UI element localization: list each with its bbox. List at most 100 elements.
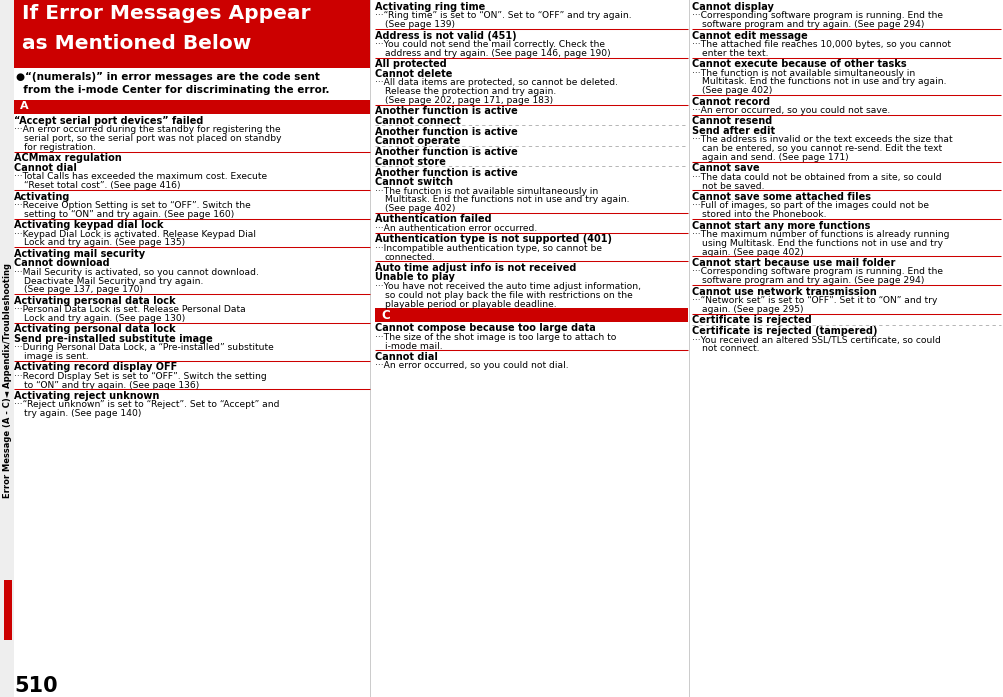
Text: ···An error occurred during the standby for registering the: ···An error occurred during the standby …	[14, 125, 281, 135]
Text: Activating mail security: Activating mail security	[14, 249, 145, 259]
Text: ···Record Display Set is set to “OFF”. Switch the setting: ···Record Display Set is set to “OFF”. S…	[14, 372, 267, 381]
Text: stored into the Phonebook.: stored into the Phonebook.	[701, 210, 825, 219]
Text: Cannot switch: Cannot switch	[375, 177, 452, 187]
Bar	[0, 0, 14, 697]
Text: ···Corresponding software program is running. End the: ···Corresponding software program is run…	[691, 268, 942, 277]
Text: Activating record display OFF: Activating record display OFF	[14, 362, 178, 372]
Bar	[14, 100, 370, 114]
Text: Another function is active: Another function is active	[375, 127, 518, 137]
Text: again. (See page 295): again. (See page 295)	[701, 305, 802, 314]
Text: to “ON” and try again. (See page 136): to “ON” and try again. (See page 136)	[24, 381, 199, 390]
Text: for registration.: for registration.	[24, 143, 95, 152]
Text: playable period or playable deadline.: playable period or playable deadline.	[384, 300, 556, 309]
Text: Activating keypad dial lock: Activating keypad dial lock	[14, 220, 163, 230]
Text: ···The data could not be obtained from a site, so could: ···The data could not be obtained from a…	[691, 173, 941, 182]
Text: Activating personal data lock: Activating personal data lock	[14, 296, 176, 305]
Text: ···The function is not available simultaneously in: ···The function is not available simulta…	[691, 69, 915, 77]
Text: ···Corresponding software program is running. End the: ···Corresponding software program is run…	[691, 11, 942, 20]
Text: Cannot operate: Cannot operate	[375, 136, 460, 146]
Text: “Reset total cost”. (See page 416): “Reset total cost”. (See page 416)	[24, 181, 181, 190]
Text: Deactivate Mail Security and try again.: Deactivate Mail Security and try again.	[24, 277, 204, 286]
Text: Multitask. End the functions not in use and try again.: Multitask. End the functions not in use …	[384, 195, 629, 204]
Text: from the i-mode Center for discriminating the error.: from the i-mode Center for discriminatin…	[16, 85, 329, 95]
Text: ···You received an altered SSL/TLS certificate, so could: ···You received an altered SSL/TLS certi…	[691, 335, 940, 344]
Text: ···The function is not available simultaneously in: ···The function is not available simulta…	[375, 187, 598, 196]
Text: Activating reject unknown: Activating reject unknown	[14, 391, 159, 401]
Text: Send pre-installed substitute image: Send pre-installed substitute image	[14, 334, 213, 344]
Text: (See page 202, page 171, page 183): (See page 202, page 171, page 183)	[384, 95, 553, 105]
Bar	[375, 308, 687, 322]
Text: Multitask. End the functions not in use and try again.: Multitask. End the functions not in use …	[701, 77, 946, 86]
Text: Address is not valid (451): Address is not valid (451)	[375, 31, 517, 40]
Text: not connect.: not connect.	[701, 344, 758, 353]
Text: serial port, so the serial port was not placed on standby: serial port, so the serial port was not …	[24, 135, 281, 144]
Text: Cannot store: Cannot store	[375, 157, 445, 167]
Text: Authentication failed: Authentication failed	[375, 215, 491, 224]
Text: ···An authentication error occurred.: ···An authentication error occurred.	[375, 224, 537, 233]
Text: (See page 402): (See page 402)	[701, 86, 771, 95]
Text: as Mentioned Below: as Mentioned Below	[22, 34, 251, 53]
Text: not be saved.: not be saved.	[701, 182, 763, 190]
Text: ···“Ring time” is set to “ON”. Set to “OFF” and try again.: ···“Ring time” is set to “ON”. Set to “O…	[375, 11, 631, 20]
Text: using Multitask. End the functions not in use and try: using Multitask. End the functions not i…	[701, 239, 942, 248]
Text: ···You could not send the mail correctly. Check the: ···You could not send the mail correctly…	[375, 40, 605, 49]
Text: ●“(numerals)” in error messages are the code sent: ●“(numerals)” in error messages are the …	[16, 72, 320, 82]
Text: ···Total Calls has exceeded the maximum cost. Execute: ···Total Calls has exceeded the maximum …	[14, 172, 267, 181]
Text: ···Incompatible authentication type, so cannot be: ···Incompatible authentication type, so …	[375, 244, 602, 253]
Text: Error Message (A - C)◄ Appendix/Troubleshooting: Error Message (A - C)◄ Appendix/Troubles…	[3, 263, 12, 498]
Text: Lock and try again. (See page 135): Lock and try again. (See page 135)	[24, 238, 185, 247]
Text: ···An error occurred, so you could not save.: ···An error occurred, so you could not s…	[691, 106, 890, 115]
Text: Certificate is rejected: Certificate is rejected	[691, 315, 811, 325]
Text: Send after edit: Send after edit	[691, 126, 774, 136]
Text: ···“Network set” is set to “OFF”. Set it to “ON” and try: ···“Network set” is set to “OFF”. Set it…	[691, 296, 937, 305]
Text: A: A	[20, 101, 29, 111]
Text: Cannot compose because too large data: Cannot compose because too large data	[375, 323, 595, 333]
Text: Release the protection and try again.: Release the protection and try again.	[384, 87, 556, 96]
Text: (See page 137, page 170): (See page 137, page 170)	[24, 285, 142, 294]
Text: “Accept serial port devices” failed: “Accept serial port devices” failed	[14, 116, 204, 126]
Text: ···The address is invalid or the text exceeds the size that: ···The address is invalid or the text ex…	[691, 135, 952, 144]
Text: ···The attached file reaches 10,000 bytes, so you cannot: ···The attached file reaches 10,000 byte…	[691, 40, 950, 49]
Text: ···All data items are protected, so cannot be deleted.: ···All data items are protected, so cann…	[375, 78, 618, 87]
Text: ACMmax regulation: ACMmax regulation	[14, 153, 121, 163]
Text: Cannot resend: Cannot resend	[691, 116, 771, 126]
Text: Authentication type is not supported (401): Authentication type is not supported (40…	[375, 234, 612, 245]
Text: (See page 139): (See page 139)	[384, 20, 454, 29]
Text: All protected: All protected	[375, 59, 446, 69]
Text: ···Receive Option Setting is set to “OFF”. Switch the: ···Receive Option Setting is set to “OFF…	[14, 201, 251, 210]
Text: can be entered, so you cannot re-send. Edit the text: can be entered, so you cannot re-send. E…	[701, 144, 941, 153]
Text: Cannot record: Cannot record	[691, 97, 769, 107]
Text: Activating personal data lock: Activating personal data lock	[14, 324, 176, 334]
Text: Cannot download: Cannot download	[14, 258, 109, 268]
Text: ···During Personal Data Lock, a “Pre-installed” substitute: ···During Personal Data Lock, a “Pre-ins…	[14, 343, 274, 352]
Text: try again. (See page 140): try again. (See page 140)	[24, 409, 141, 418]
Text: ···Mail Security is activated, so you cannot download.: ···Mail Security is activated, so you ca…	[14, 268, 259, 277]
Text: Cannot connect: Cannot connect	[375, 116, 460, 125]
Text: Cannot dial: Cannot dial	[375, 352, 437, 362]
Text: i-mode mail.: i-mode mail.	[384, 342, 442, 351]
Text: software program and try again. (See page 294): software program and try again. (See pag…	[701, 20, 924, 29]
Text: Cannot save some attached files: Cannot save some attached files	[691, 192, 871, 202]
Text: enter the text.: enter the text.	[701, 49, 767, 58]
Text: Another function is active: Another function is active	[375, 147, 518, 157]
Text: ···The size of the shot image is too large to attach to: ···The size of the shot image is too lar…	[375, 332, 616, 342]
Text: ···“Reject unknown” is set to “Reject”. Set to “Accept” and: ···“Reject unknown” is set to “Reject”. …	[14, 400, 279, 409]
Text: so could not play back the file with restrictions on the: so could not play back the file with res…	[384, 291, 632, 300]
Text: Another function is active: Another function is active	[375, 167, 518, 178]
Text: ···An error occurred, so you could not dial.: ···An error occurred, so you could not d…	[375, 362, 568, 370]
Text: address and try again. (See page 146, page 190): address and try again. (See page 146, pa…	[384, 49, 610, 58]
Text: Cannot delete: Cannot delete	[375, 69, 452, 79]
Text: Lock and try again. (See page 130): Lock and try again. (See page 130)	[24, 314, 186, 323]
Text: ···Personal Data Lock is set. Release Personal Data: ···Personal Data Lock is set. Release Pe…	[14, 305, 246, 314]
Text: ···The maximum number of functions is already running: ···The maximum number of functions is al…	[691, 230, 949, 239]
Text: Cannot save: Cannot save	[691, 163, 759, 174]
Text: C: C	[380, 309, 389, 322]
Text: image is sent.: image is sent.	[24, 352, 88, 361]
Text: Activating: Activating	[14, 192, 70, 201]
Text: Cannot execute because of other tasks: Cannot execute because of other tasks	[691, 59, 906, 69]
Text: Unable to play: Unable to play	[375, 273, 454, 282]
Text: ···You have not received the auto time adjust information,: ···You have not received the auto time a…	[375, 282, 640, 291]
Text: Cannot start because use mail folder: Cannot start because use mail folder	[691, 258, 895, 268]
Text: Activating ring time: Activating ring time	[375, 2, 484, 12]
Text: Cannot start any more functions: Cannot start any more functions	[691, 220, 870, 231]
